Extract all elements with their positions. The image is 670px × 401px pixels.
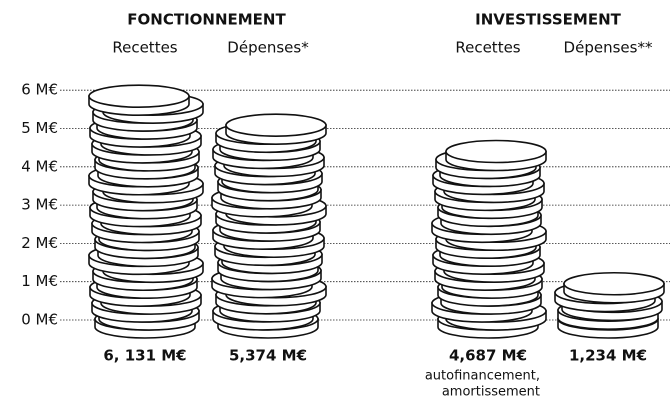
- y-tick-label: 1 M€: [21, 272, 58, 290]
- category-label: Recettes: [112, 39, 177, 57]
- coin-face: [226, 114, 326, 136]
- value-label: 5,374 M€: [229, 347, 307, 365]
- y-tick-label: 3 M€: [21, 196, 58, 214]
- group-header: FONCTIONNEMENT: [127, 11, 286, 29]
- chart: 0 M€ 1 M€ 2 M€ 3 M€ 4 M€ 5 M€ 6 M€ FONCTIONNEME…: [0, 0, 670, 401]
- group-header: INVESTISSEMENT: [475, 11, 622, 29]
- category-label: Dépenses*: [227, 39, 309, 57]
- coin-stack: [212, 114, 326, 338]
- y-tick-label: 2 M€: [21, 234, 58, 252]
- coin-face: [564, 273, 664, 295]
- category-label: Recettes: [455, 39, 520, 57]
- coin-face: [89, 85, 189, 107]
- coin-stack: [432, 140, 546, 338]
- annotation: autofinancement,: [425, 369, 540, 384]
- value-label: 1,234 M€: [569, 347, 647, 365]
- coin-face: [446, 140, 546, 162]
- value-label: 4,687 M€: [449, 347, 527, 365]
- y-tick-label: 6 M€: [21, 81, 58, 99]
- y-tick-label: 5 M€: [21, 119, 58, 137]
- coin-stack: [89, 85, 203, 338]
- annotation: amortissement: [442, 385, 540, 400]
- value-label: 6, 131 M€: [103, 347, 186, 365]
- coin-stack: [555, 273, 664, 338]
- y-tick-label: 0 M€: [21, 311, 58, 329]
- y-tick-label: 4 M€: [21, 157, 58, 175]
- category-label: Dépenses**: [564, 39, 653, 57]
